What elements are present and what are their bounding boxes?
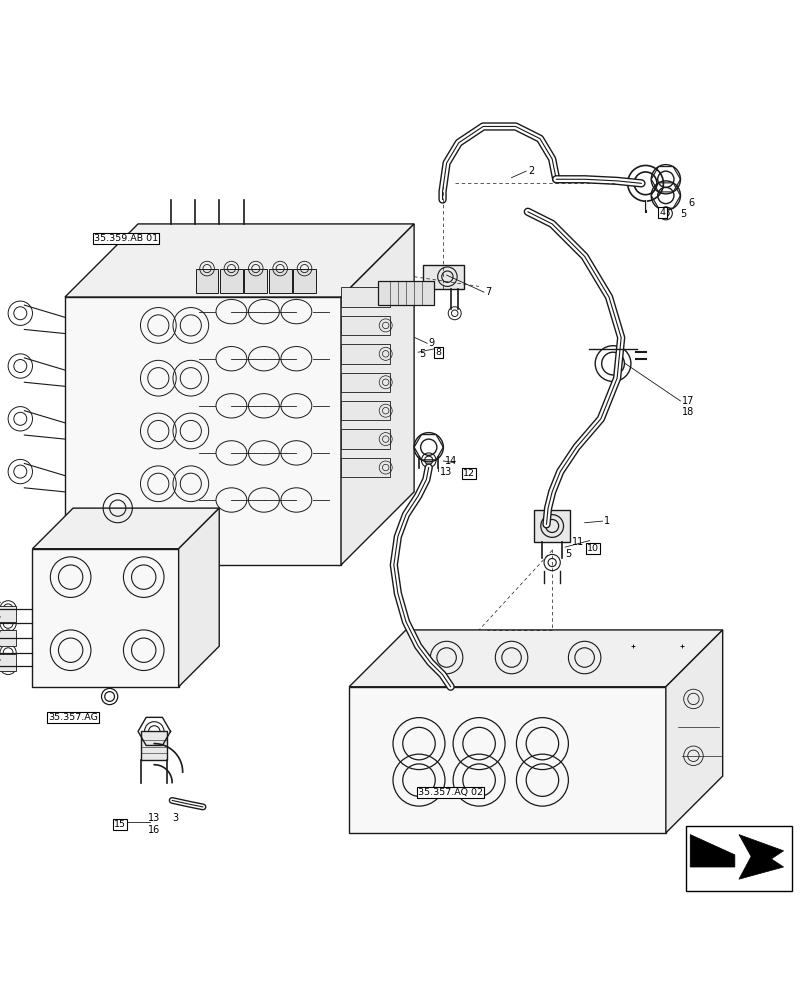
Bar <box>268 269 291 293</box>
Bar <box>0 606 16 622</box>
Polygon shape <box>65 224 414 297</box>
Text: 18: 18 <box>681 407 693 417</box>
Text: 5: 5 <box>418 349 425 359</box>
Bar <box>220 269 242 293</box>
Text: 4: 4 <box>659 208 665 217</box>
Bar <box>195 269 218 293</box>
Bar <box>341 458 389 477</box>
Text: 13: 13 <box>148 813 160 823</box>
Bar <box>341 429 389 449</box>
Polygon shape <box>178 508 219 687</box>
Polygon shape <box>341 224 414 565</box>
Polygon shape <box>689 835 734 867</box>
Text: 9: 9 <box>428 338 435 348</box>
Text: 35.357.AG: 35.357.AG <box>48 713 98 722</box>
Text: 3: 3 <box>172 813 178 823</box>
Polygon shape <box>738 835 783 879</box>
Text: 6: 6 <box>688 198 694 208</box>
Text: 35.357.AQ 02: 35.357.AQ 02 <box>418 788 483 797</box>
Text: 11: 11 <box>571 537 583 547</box>
Polygon shape <box>349 687 665 833</box>
Bar <box>0 654 16 671</box>
Text: 14: 14 <box>444 456 457 466</box>
Text: 15: 15 <box>114 820 126 829</box>
Bar <box>0 630 16 646</box>
Polygon shape <box>32 549 178 687</box>
Polygon shape <box>32 508 219 549</box>
Bar <box>377 281 434 305</box>
Polygon shape <box>65 297 341 565</box>
Bar <box>341 287 389 307</box>
Bar <box>293 269 315 293</box>
Text: 10: 10 <box>586 544 598 553</box>
Bar <box>341 373 389 392</box>
Text: 1: 1 <box>603 516 610 526</box>
Polygon shape <box>665 630 722 833</box>
Text: 13: 13 <box>440 467 452 477</box>
Bar <box>141 731 167 760</box>
Bar <box>685 826 791 891</box>
Text: 12: 12 <box>463 469 474 478</box>
Text: 5: 5 <box>680 209 686 219</box>
Text: 5: 5 <box>564 549 571 559</box>
Bar <box>244 269 267 293</box>
Text: 35.359.AB 01: 35.359.AB 01 <box>94 234 157 243</box>
Bar <box>341 401 389 420</box>
Text: 8: 8 <box>435 348 441 357</box>
Polygon shape <box>349 630 722 687</box>
Bar <box>341 316 389 335</box>
Text: 7: 7 <box>485 287 491 297</box>
Text: 17: 17 <box>681 396 693 406</box>
Bar <box>534 510 569 542</box>
Text: 2: 2 <box>527 166 534 176</box>
Bar <box>341 344 389 364</box>
Bar <box>423 265 463 289</box>
Text: 16: 16 <box>148 825 160 835</box>
